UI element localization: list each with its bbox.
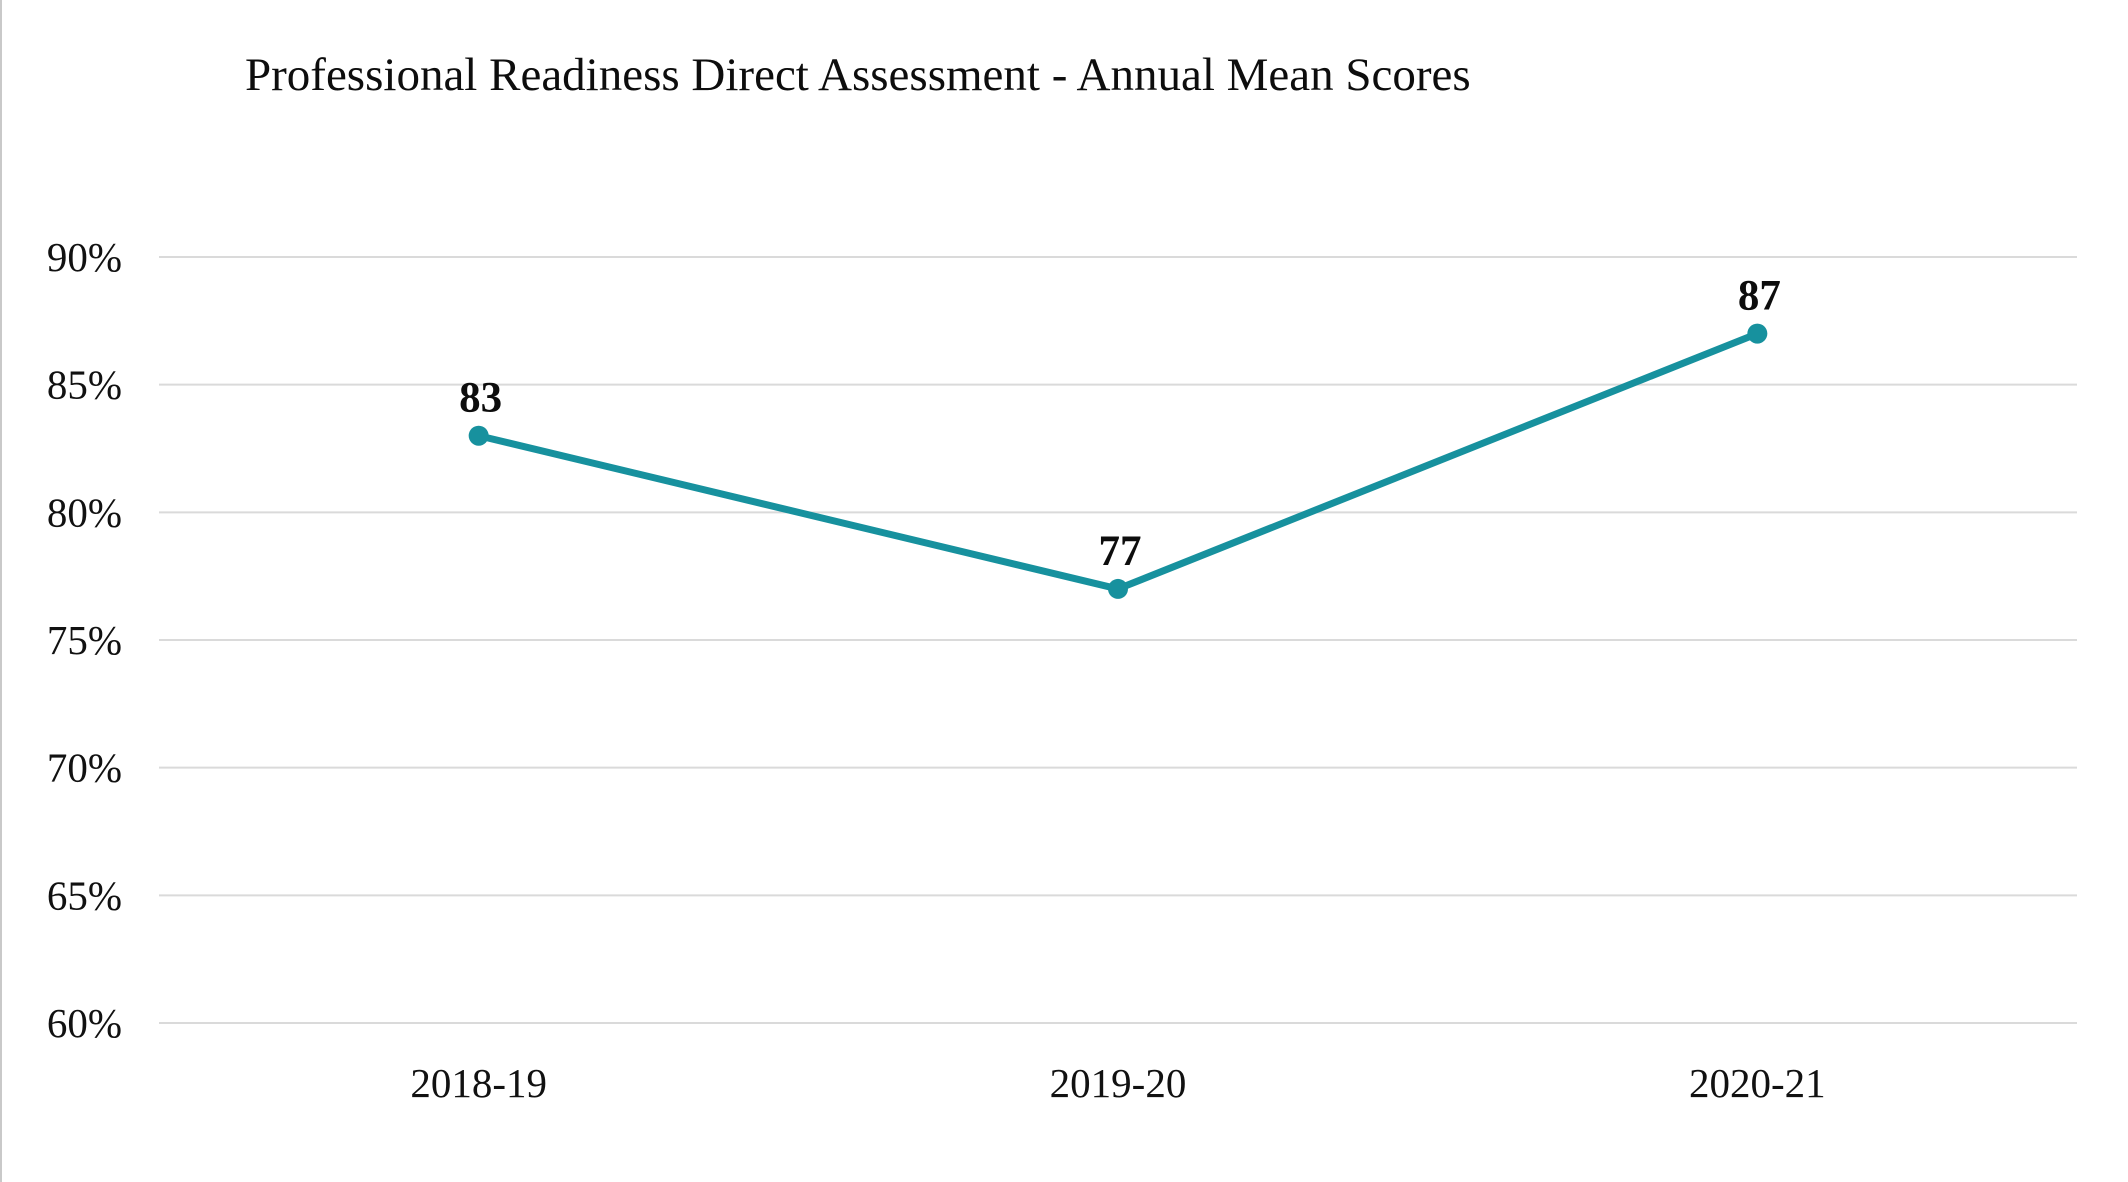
gridlines xyxy=(159,256,2077,1024)
y-axis-tick-label: 80% xyxy=(47,489,122,535)
x-axis-tick-label: 2019-20 xyxy=(1050,1060,1187,1106)
data-point-label: 87 xyxy=(1738,273,1781,320)
data-point-marker xyxy=(468,425,489,446)
data-point-label: 77 xyxy=(1099,528,1142,575)
data-point-marker xyxy=(1108,578,1128,599)
y-axis-tick-label: 60% xyxy=(47,1000,122,1046)
y-axis-tick-labels: 60% 65% 70% 75% 80% 85% 90% xyxy=(47,234,122,1046)
chart-title: Professional Readiness Direct Assessment… xyxy=(245,49,1471,101)
x-axis-tick-label: 2018-19 xyxy=(410,1060,547,1106)
y-axis-tick-label: 65% xyxy=(47,872,122,918)
data-point-label: 83 xyxy=(459,375,502,422)
y-axis-tick-label: 75% xyxy=(47,617,122,663)
data-series xyxy=(468,323,1768,599)
y-axis-tick-label: 90% xyxy=(47,234,122,280)
data-point-labels: 83 77 87 xyxy=(459,273,1781,575)
y-axis-tick-label: 70% xyxy=(47,745,122,791)
x-axis-tick-label: 2020-21 xyxy=(1689,1060,1826,1106)
x-axis-tick-labels: 2018-19 2019-20 2020-21 xyxy=(410,1060,1825,1106)
y-axis-tick-label: 85% xyxy=(47,362,122,408)
data-point-marker xyxy=(1747,323,1768,344)
